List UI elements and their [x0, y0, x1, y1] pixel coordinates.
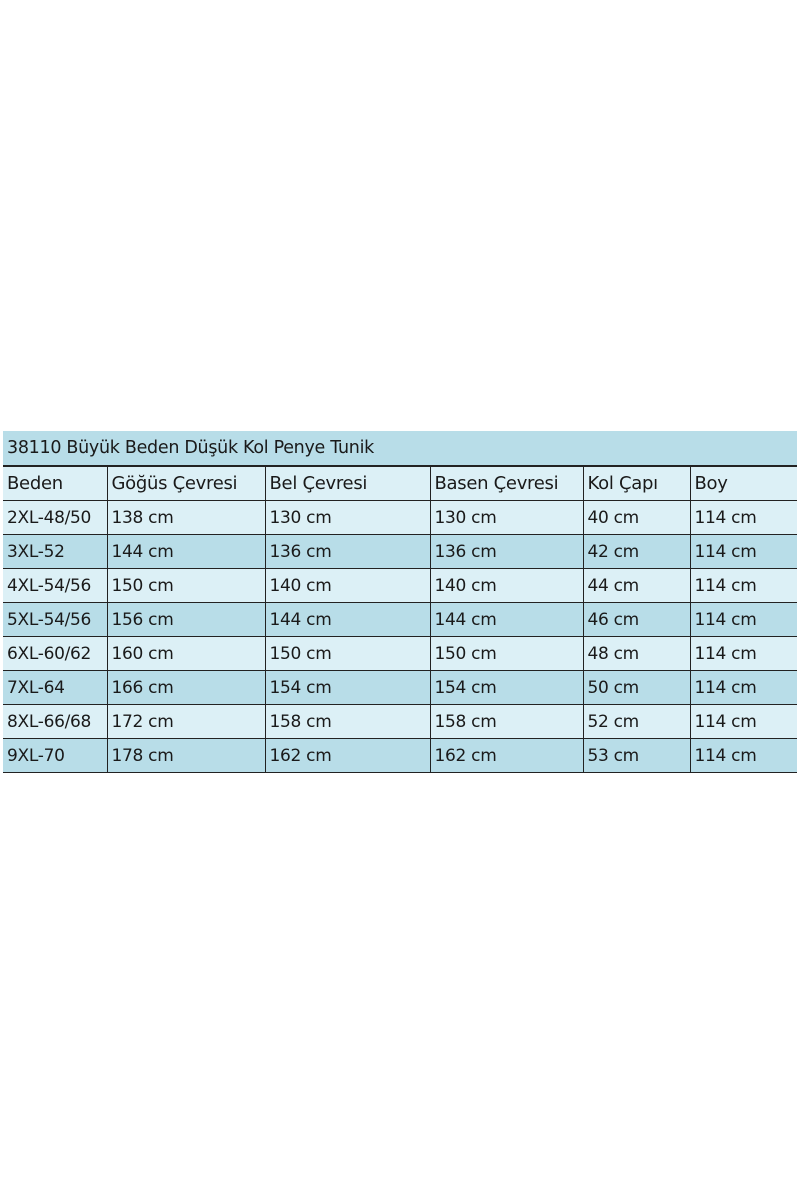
column-header: Beden	[3, 465, 107, 501]
table-cell: 162 cm	[429, 738, 583, 773]
table-cell: 160 cm	[106, 636, 265, 671]
table-cell: 114 cm	[689, 568, 797, 603]
table-cell: 53 cm	[582, 738, 690, 773]
table-cell: 42 cm	[582, 534, 690, 569]
column-header: Bel Çevresi	[264, 465, 430, 501]
table-cell: 8XL-66/68	[3, 704, 107, 739]
table-cell: 150 cm	[264, 636, 430, 671]
header-row: Beden Göğüs Çevresi Bel Çevresi Basen Çevre…	[3, 465, 797, 501]
table-row: 5XL-54/56 156 cm 144 cm 144 cm 46 cm 114 cm	[3, 602, 797, 637]
table-cell: 46 cm	[582, 602, 690, 637]
column-header: Göğüs Çevresi	[106, 465, 265, 501]
table-cell: 154 cm	[429, 670, 583, 705]
table-cell: 114 cm	[689, 636, 797, 671]
column-header: Kol Çapı	[582, 465, 690, 501]
table-cell: 4XL-54/56	[3, 568, 107, 603]
table-cell: 114 cm	[689, 738, 797, 773]
table-cell: 144 cm	[264, 602, 430, 637]
table-cell: 3XL-52	[3, 534, 107, 569]
table-cell: 114 cm	[689, 670, 797, 705]
table-row: 9XL-70 178 cm 162 cm 162 cm 53 cm 114 cm	[3, 738, 797, 773]
table-cell: 5XL-54/56	[3, 602, 107, 637]
table-cell: 50 cm	[582, 670, 690, 705]
column-header: Basen Çevresi	[429, 465, 583, 501]
table-cell: 130 cm	[264, 500, 430, 535]
table-cell: 144 cm	[429, 602, 583, 637]
table-cell: 156 cm	[106, 602, 265, 637]
table-cell: 138 cm	[106, 500, 265, 535]
table-cell: 6XL-60/62	[3, 636, 107, 671]
table-cell: 44 cm	[582, 568, 690, 603]
table-row: 2XL-48/50 138 cm 130 cm 130 cm 40 cm 114 cm	[3, 500, 797, 535]
table-cell: 150 cm	[429, 636, 583, 671]
size-chart-table: 38110 Büyük Beden Düşük Kol Penye Tunik …	[3, 431, 797, 773]
column-header: Boy	[689, 465, 797, 501]
table-row: 3XL-52 144 cm 136 cm 136 cm 42 cm 114 cm	[3, 534, 797, 569]
table-cell: 130 cm	[429, 500, 583, 535]
table-cell: 114 cm	[689, 704, 797, 739]
table-cell: 150 cm	[106, 568, 265, 603]
table-cell: 2XL-48/50	[3, 500, 107, 535]
table-cell: 48 cm	[582, 636, 690, 671]
table-cell: 136 cm	[429, 534, 583, 569]
table-cell: 140 cm	[264, 568, 430, 603]
table-cell: 162 cm	[264, 738, 430, 773]
table-cell: 172 cm	[106, 704, 265, 739]
table-row: 4XL-54/56 150 cm 140 cm 140 cm 44 cm 114 cm	[3, 568, 797, 603]
table-cell: 158 cm	[264, 704, 430, 739]
table-cell: 166 cm	[106, 670, 265, 705]
table-row: 6XL-60/62 160 cm 150 cm 150 cm 48 cm 114 cm	[3, 636, 797, 671]
table-title-row: 38110 Büyük Beden Düşük Kol Penye Tunik	[3, 431, 797, 466]
table-cell: 158 cm	[429, 704, 583, 739]
table-row: 8XL-66/68 172 cm 158 cm 158 cm 52 cm 114 cm	[3, 704, 797, 739]
table-cell: 52 cm	[582, 704, 690, 739]
table-cell: 178 cm	[106, 738, 265, 773]
table-cell: 40 cm	[582, 500, 690, 535]
table-cell: 7XL-64	[3, 670, 107, 705]
table-cell: 154 cm	[264, 670, 430, 705]
table-cell: 136 cm	[264, 534, 430, 569]
table-cell: 114 cm	[689, 500, 797, 535]
table-cell: 114 cm	[689, 534, 797, 569]
table-row: 7XL-64 166 cm 154 cm 154 cm 50 cm 114 cm	[3, 670, 797, 705]
table-title: 38110 Büyük Beden Düşük Kol Penye Tunik	[3, 431, 797, 466]
table-cell: 9XL-70	[3, 738, 107, 773]
table-cell: 114 cm	[689, 602, 797, 637]
table-cell: 144 cm	[106, 534, 265, 569]
table-cell: 140 cm	[429, 568, 583, 603]
